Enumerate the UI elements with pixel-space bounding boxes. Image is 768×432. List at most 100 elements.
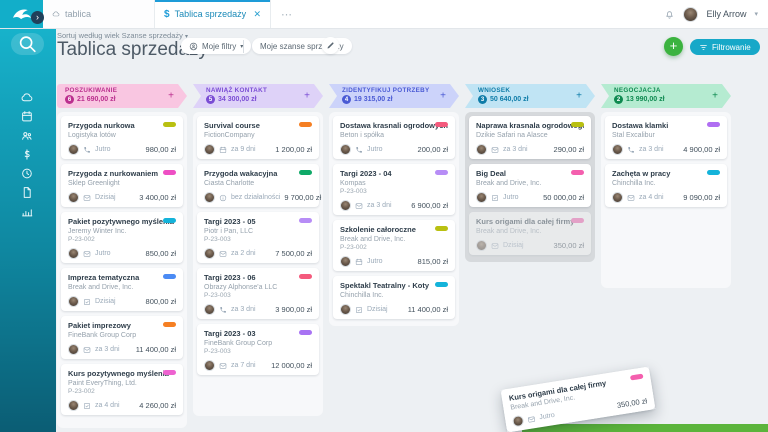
card-title: Przygoda nurkowa [68, 121, 135, 130]
card-amount: 1 200,00 zł [275, 145, 312, 154]
opportunity-card[interactable]: Dostawa krasnali ogrodowych Beton i spółk… [333, 116, 455, 159]
opportunity-card[interactable]: Kurs pozytywnego myślenia Paint EveryThin… [61, 364, 183, 415]
mail-icon [355, 202, 363, 210]
reports-icon[interactable] [20, 205, 33, 218]
status-pill [163, 170, 176, 175]
notifications-bell-icon[interactable] [664, 9, 675, 20]
mail-icon [83, 194, 91, 202]
add-card-icon[interactable]: + [712, 90, 718, 102]
assignee-avatar [204, 248, 215, 259]
calendar-icon [219, 146, 227, 154]
card-company: Kompas [340, 180, 366, 187]
contacts-icon[interactable] [20, 129, 33, 142]
card-title: Naprawa krasnala ogrodowego [476, 121, 584, 130]
filter-button[interactable]: Filtrowanie [690, 39, 760, 55]
opportunity-card[interactable]: Survival course FictionCompany za 9 dni 1 2… [197, 116, 319, 159]
opportunity-card[interactable]: Pakiet imprezowy FineBank Group Corp za 3 … [61, 316, 183, 359]
opportunity-card[interactable]: Spektakl Teatralny - Koty Chinchilla Inc.… [333, 276, 455, 319]
column-card-list: Survival course FictionCompany za 9 dni 1 2… [193, 112, 323, 416]
divider [243, 40, 244, 53]
card-due-date: Jutro [95, 146, 111, 153]
add-card-icon[interactable]: + [304, 90, 310, 102]
card-company: Dzikie Safari na Alasce [476, 132, 548, 139]
status-pill [571, 122, 584, 127]
card-title: Targi 2023 - 05 [204, 217, 256, 226]
filter-icon [700, 44, 707, 50]
phone-icon [627, 146, 635, 154]
opportunity-card[interactable]: Impreza tematyczna Break and Drive, Inc. D… [61, 268, 183, 311]
card-title: Spektakl Teatralny - Koty [340, 281, 430, 290]
phone-icon [83, 146, 91, 154]
sales-icon[interactable] [20, 148, 33, 161]
opportunity-card[interactable]: Szkolenie całoroczne Break and Drive, Inc… [333, 220, 455, 271]
column-total: 34 300,00 zł [218, 96, 257, 103]
card-company: Chinchilla Inc. [340, 292, 384, 299]
task-icon [355, 306, 363, 314]
board-column: POSZUKIWANIE 6 21 690,00 zł + Przygoda nurko… [57, 84, 187, 428]
opportunity-card[interactable]: Kurs origami dla całej firmy Break and Dr… [469, 212, 591, 255]
opportunity-card[interactable]: Naprawa krasnala ogrodowego Dzikie Safari… [469, 116, 591, 159]
card-title: Big Deal [476, 169, 507, 178]
documents-icon[interactable] [20, 186, 33, 199]
card-company: Beton i spółka [340, 132, 384, 139]
opportunity-card[interactable]: Zachęta w pracy Chinchilla Inc. za 4 dni 9 … [605, 164, 727, 207]
card-company: Chinchilla Inc. [612, 180, 656, 187]
tab-tablica[interactable]: tablica [43, 0, 155, 28]
opportunity-card[interactable]: Kurs origami dla całej firmy Break and Dr… [500, 366, 656, 432]
card-title: Pakiet imprezowy [68, 321, 131, 330]
opportunity-card[interactable]: Pakiet pozytywnego myślenia Jeremy Winter… [61, 212, 183, 263]
card-amount: 815,00 zł [417, 257, 448, 266]
chevron-down-icon[interactable]: ▾ [754, 11, 758, 18]
card-amount: 800,00 zł [145, 297, 176, 306]
opportunity-card[interactable]: Przygoda wakacyjna Ciasta Charlotte bez dz… [197, 164, 321, 207]
add-opportunity-button[interactable]: + [664, 37, 683, 56]
status-pill [571, 170, 584, 175]
column-count-badge: 6 [65, 95, 74, 104]
task-icon [83, 402, 91, 410]
card-amount: 7 500,00 zł [275, 249, 312, 258]
search-icon[interactable] [11, 33, 44, 55]
sidebar-expand-button[interactable]: › [31, 11, 44, 24]
opportunity-card[interactable]: Przygoda z nurkowaniem Sklep Greenlight Dz… [61, 164, 183, 207]
opportunity-card[interactable]: Przygoda nurkowa Logistyka lotów Jutro 980,… [61, 116, 183, 159]
sort-selector[interactable]: Sortuj według wiek Szanse sprzedaży ▾ [57, 31, 188, 40]
top-bar: tablica $ Tablica sprzedaży ✕ ⋯ Elly Arr… [0, 0, 768, 29]
kanban-board: POSZUKIWANIE 6 21 690,00 zł + Przygoda nurko… [57, 84, 731, 428]
add-card-icon[interactable]: + [576, 90, 582, 102]
mail-icon [83, 250, 91, 258]
assignee-avatar [204, 304, 215, 315]
add-card-icon[interactable]: + [440, 90, 446, 102]
opportunity-card[interactable]: Targi 2023 - 03 FineBank Group Corp P-23-0… [197, 324, 319, 375]
opportunity-card[interactable]: Dostawa klamki Stal Excalibur za 3 dni 4 90… [605, 116, 727, 159]
mail-icon [83, 346, 91, 354]
card-due-date: za 7 dni [231, 362, 256, 369]
assignee-avatar [612, 192, 623, 203]
tab-tablica-sprzedazy[interactable]: $ Tablica sprzedaży ✕ [155, 0, 271, 28]
cloud-icon[interactable] [20, 91, 33, 104]
card-due-date: Jutro [367, 146, 383, 153]
phone-icon [355, 146, 363, 154]
tab-overflow-icon[interactable]: ⋯ [281, 8, 293, 21]
opportunity-card[interactable]: Targi 2023 - 06 Obrazy Alphonse'a LLC P-23… [197, 268, 319, 319]
user-avatar[interactable] [683, 6, 699, 22]
opportunity-card[interactable]: Big Deal Break and Drive, Inc. Jutro 50 000… [469, 164, 591, 207]
opportunity-card[interactable]: Targi 2023 - 05 Piotr i Pan, LLC P-23-003 z… [197, 212, 319, 263]
my-filters-button[interactable]: Moje filtry ▾ [181, 38, 252, 54]
card-due-date: Dzisiaj [95, 194, 116, 201]
dragged-card[interactable]: Kurs origami dla całej firmy Break and Dr… [500, 366, 656, 432]
column-header: POSZUKIWANIE 6 21 690,00 zł + [57, 84, 187, 108]
column-name: POSZUKIWANIE [65, 87, 118, 94]
board-column: WNIOSEK 3 50 640,00 zł + Naprawa krasnala og… [465, 84, 595, 428]
close-tab-icon[interactable]: ✕ [253, 8, 261, 19]
add-card-icon[interactable]: + [168, 90, 174, 102]
card-amount: 4 900,00 zł [683, 145, 720, 154]
my-filters-label: Moje filtry [202, 41, 237, 51]
board-column: NEGOCJACJA 2 13 990,00 zł + Dostawa klamki St… [601, 84, 731, 428]
sort-label: Sortuj według wiek Szanse sprzedaży [57, 31, 183, 40]
card-title: Przygoda wakacyjna [204, 169, 278, 178]
user-name[interactable]: Elly Arrow [706, 9, 747, 19]
edit-board-button[interactable] [322, 37, 339, 54]
opportunity-card[interactable]: Targi 2023 - 04 Kompas P-23-003 za 3 dni 6 9… [333, 164, 455, 215]
history-icon[interactable] [20, 167, 33, 180]
calendar-icon[interactable] [20, 110, 33, 123]
